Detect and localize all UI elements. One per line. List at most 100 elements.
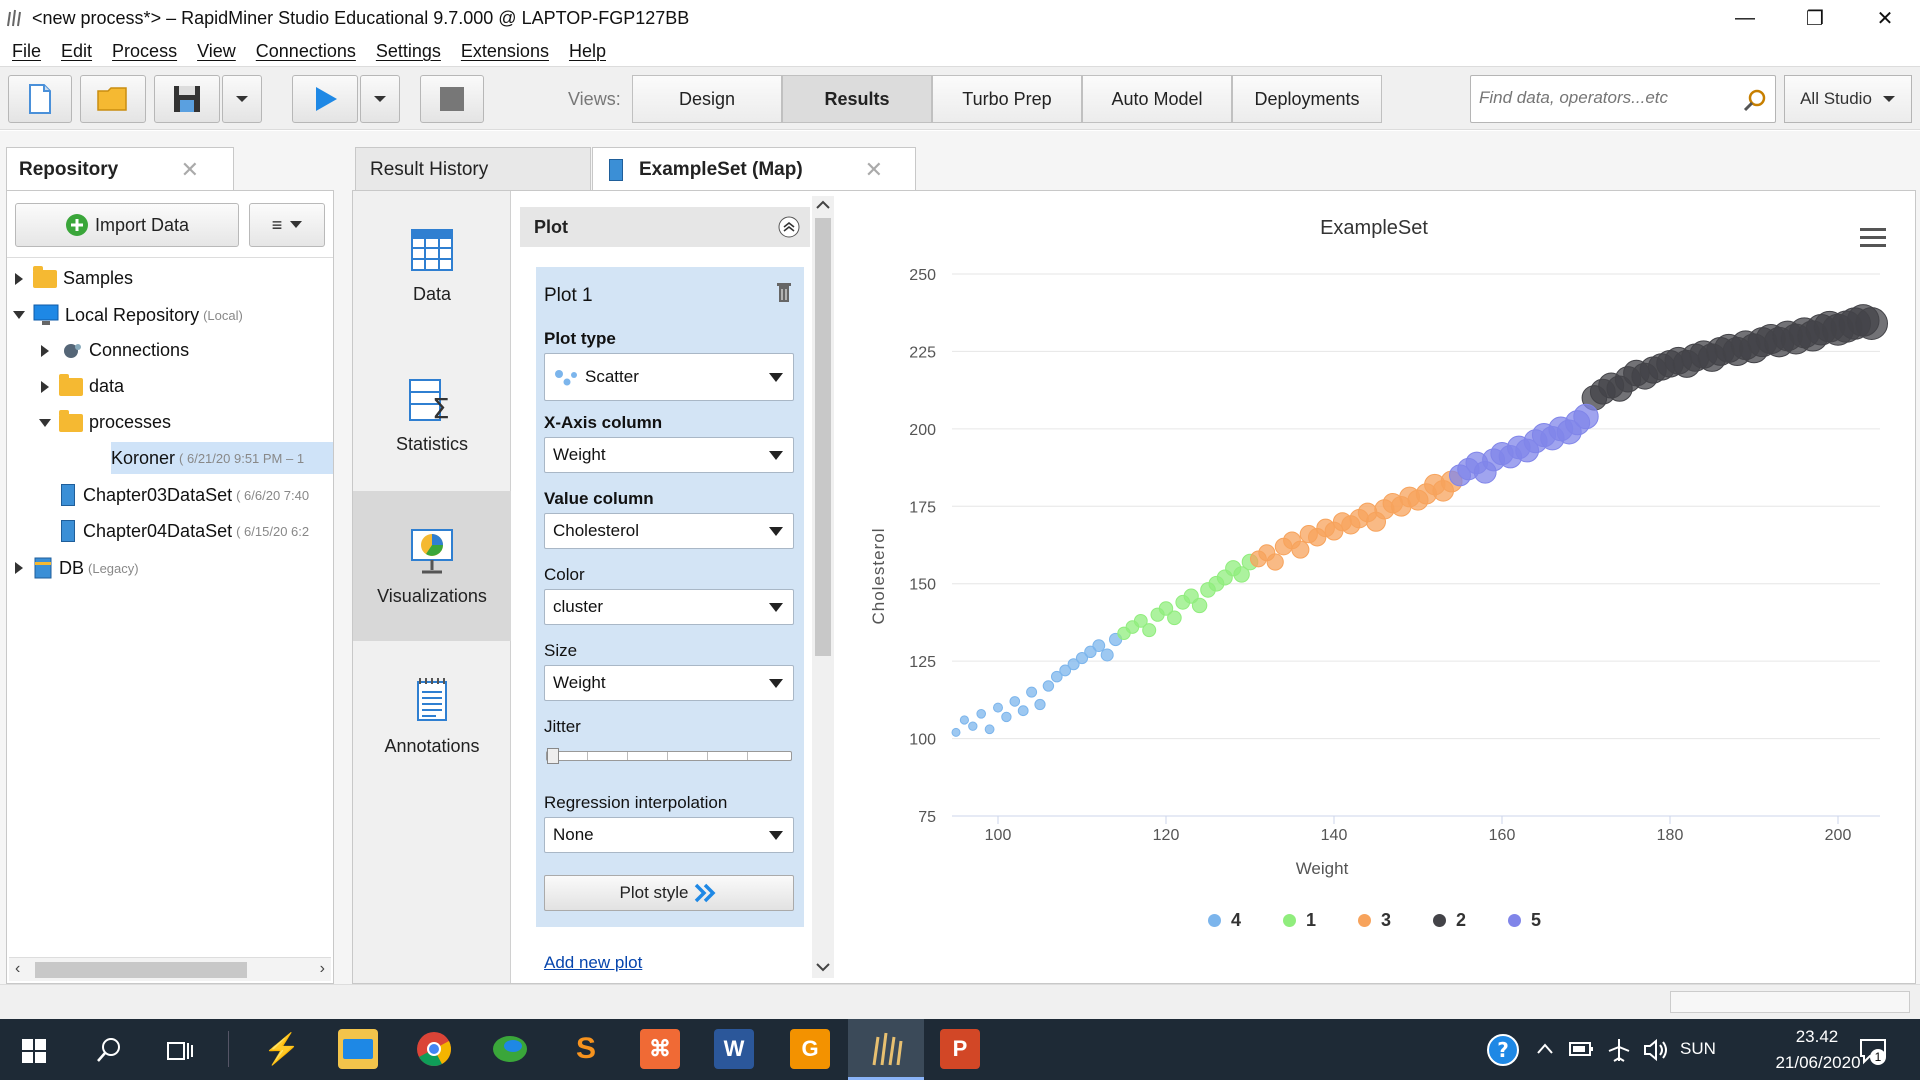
tree-processes[interactable]: processes — [39, 409, 171, 433]
search-scope-dropdown[interactable]: All Studio — [1784, 75, 1912, 123]
clock-time[interactable]: 23.42 — [1795, 1027, 1839, 1046]
collapse-arrow-icon[interactable] — [39, 418, 51, 427]
scatter-point-cluster-3[interactable] — [1291, 540, 1310, 559]
open-process-button[interactable] — [80, 75, 146, 123]
help-icon[interactable]: ? — [1486, 1033, 1520, 1067]
menu-process[interactable]: Process — [112, 40, 178, 61]
view-deployments[interactable]: Deployments — [1232, 75, 1382, 123]
scatter-point-cluster-4[interactable] — [1001, 711, 1012, 723]
regression-select[interactable]: None — [544, 817, 794, 853]
expand-arrow-icon[interactable] — [41, 344, 49, 357]
clock-date[interactable]: 21/06/2020 — [1775, 1053, 1861, 1072]
horizontal-scrollbar[interactable]: ‹ › — [9, 957, 331, 981]
menu-view[interactable]: View — [197, 40, 236, 61]
view-design[interactable]: Design — [632, 75, 782, 123]
tab-result-history[interactable]: Result History — [355, 147, 591, 191]
scatter-point-cluster-4[interactable] — [1084, 645, 1097, 659]
jitter-slider-handle[interactable] — [547, 748, 559, 764]
run-dropdown-button[interactable] — [360, 75, 400, 123]
scatter-point-cluster-1[interactable] — [1167, 610, 1182, 626]
restore-button[interactable]: ❐ — [1806, 7, 1824, 30]
scatter-point-cluster-4[interactable] — [951, 727, 961, 737]
legend-item-2[interactable]: 2 — [1433, 910, 1466, 931]
save-dropdown-button[interactable] — [222, 75, 262, 123]
app-lightning-icon[interactable]: ⚡ — [263, 1032, 301, 1066]
scroll-left-icon[interactable]: ‹ — [15, 960, 21, 977]
scatter-point-cluster-4[interactable] — [1092, 639, 1106, 653]
tree-samples[interactable]: Samples — [15, 265, 133, 289]
run-process-button[interactable] — [292, 75, 358, 123]
tree-koroner[interactable]: Koroner ( 6/21/20 9:51 PM – 1 — [111, 442, 333, 474]
menu-extensions[interactable]: Extensions — [460, 40, 549, 61]
chrome-icon[interactable] — [414, 1029, 454, 1069]
scatter-point-cluster-4[interactable] — [1075, 651, 1089, 665]
rapidminer-taskbar-button[interactable] — [848, 1019, 924, 1080]
scatter-point-cluster-4[interactable] — [1100, 648, 1114, 662]
add-new-plot-link[interactable]: Add new plot — [544, 953, 643, 972]
scatter-point-cluster-4[interactable] — [968, 721, 978, 731]
new-process-button[interactable] — [8, 75, 72, 123]
menu-settings[interactable]: Settings — [375, 40, 441, 61]
scatter-point-cluster-4[interactable] — [1026, 686, 1038, 698]
pdf-app-icon[interactable]: G — [790, 1029, 830, 1069]
size-select[interactable]: Weight — [544, 665, 794, 701]
scatter-point-cluster-1[interactable] — [1133, 613, 1148, 628]
repository-tab[interactable]: Repository ✕ — [6, 147, 234, 191]
tree-local-repository[interactable]: Local Repository (Local) — [13, 304, 243, 326]
tree-chapter03[interactable]: Chapter03DataSet ( 6/6/20 7:40 — [61, 484, 333, 506]
expand-arrow-icon[interactable] — [15, 562, 23, 574]
powerpoint-icon[interactable]: P — [940, 1029, 980, 1069]
nav-data[interactable]: Data — [353, 191, 511, 341]
plot-type-select[interactable]: Scatter — [544, 353, 794, 401]
scatter-point-cluster-1[interactable] — [1191, 597, 1208, 614]
scatter-point-cluster-5[interactable] — [1573, 403, 1599, 430]
globe-app-icon[interactable] — [490, 1029, 530, 1069]
scatter-point-cluster-4[interactable] — [1051, 670, 1063, 683]
scatter-point-cluster-1[interactable] — [1233, 566, 1250, 583]
scroll-thumb[interactable] — [815, 218, 831, 656]
plot-section-header[interactable]: Plot — [520, 207, 810, 247]
view-turbo-prep[interactable]: Turbo Prep — [932, 75, 1082, 123]
scatter-point-cluster-4[interactable] — [1017, 705, 1029, 717]
scatter-point-cluster-4[interactable] — [1059, 664, 1072, 677]
scroll-down-icon[interactable] — [816, 962, 830, 972]
notification-icon[interactable] — [1858, 1037, 1888, 1065]
scatter-point-cluster-4[interactable] — [1067, 658, 1080, 671]
scatter-point-cluster-4[interactable] — [976, 708, 986, 719]
menu-edit[interactable]: Edit — [61, 40, 93, 61]
tree-db[interactable]: DB (Legacy) — [15, 556, 139, 580]
plot-style-button[interactable]: Plot style — [544, 875, 794, 911]
color-select[interactable]: cluster — [544, 589, 794, 625]
scroll-right-icon[interactable]: › — [319, 960, 325, 977]
repository-menu-button[interactable]: ≡ — [249, 203, 325, 247]
tab-exampleset-map[interactable]: ExampleSet (Map) ✕ — [592, 147, 916, 191]
scroll-up-icon[interactable] — [816, 200, 830, 210]
file-explorer-icon[interactable] — [338, 1029, 378, 1069]
menu-file[interactable]: File — [12, 40, 42, 61]
search-input[interactable] — [1479, 88, 1729, 108]
close-icon[interactable]: ✕ — [180, 157, 199, 182]
trash-icon[interactable] — [776, 281, 792, 303]
word-icon[interactable]: W — [714, 1029, 754, 1069]
sublime-text-icon[interactable]: S — [575, 1032, 596, 1065]
input-language[interactable]: SUN — [1680, 1039, 1716, 1058]
expand-arrow-icon[interactable] — [15, 272, 23, 285]
scatter-point-cluster-4[interactable] — [959, 715, 970, 725]
tree-connections[interactable]: Connections — [41, 340, 189, 361]
plot-panel-scrollbar[interactable] — [812, 196, 834, 978]
scatter-point-cluster-4[interactable] — [1034, 698, 1046, 711]
minimize-button[interactable]: — — [1735, 6, 1755, 29]
tree-chapter04[interactable]: Chapter04DataSet ( 6/15/20 6:2 — [61, 520, 333, 542]
scatter-point-cluster-4[interactable] — [1009, 696, 1021, 707]
nav-annotations[interactable]: Annotations — [353, 641, 511, 791]
chevron-up-icon[interactable] — [1536, 1043, 1554, 1055]
save-button[interactable] — [154, 75, 220, 123]
close-icon[interactable]: ✕ — [864, 157, 883, 182]
import-data-button[interactable]: Import Data — [15, 203, 239, 247]
airplane-mode-icon[interactable] — [1606, 1037, 1632, 1063]
scatter-point-cluster-1[interactable] — [1142, 623, 1157, 638]
tree-data[interactable]: data — [41, 373, 124, 397]
x-axis-select[interactable]: Weight — [544, 437, 794, 473]
scatter-point-cluster-3[interactable] — [1266, 553, 1284, 571]
scatter-point-cluster-4[interactable] — [993, 702, 1003, 713]
